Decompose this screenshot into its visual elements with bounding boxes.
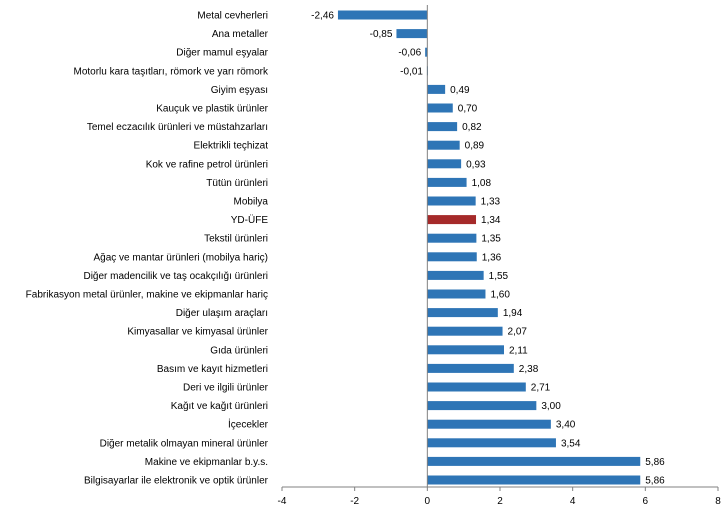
- category-label: Diğer madencilik ve taş ocakçılığı ürünl…: [83, 271, 268, 282]
- category-label: Kimyasallar ve kimyasal ürünler: [127, 327, 268, 338]
- value-label: -0,06: [398, 48, 421, 59]
- bar-0: [337, 10, 428, 20]
- value-label: 0,70: [458, 104, 478, 115]
- x-tick-label: 2: [497, 496, 503, 507]
- category-label: İçecekler: [228, 418, 269, 431]
- category-label: Motorlu kara taşıtları, römork ve yarı r…: [74, 66, 269, 77]
- category-label: Mobilya: [234, 197, 269, 208]
- x-tick-label: 8: [715, 496, 721, 507]
- category-label: Kauçuk ve plastik ürünler: [156, 104, 268, 115]
- x-tick-label: 4: [570, 496, 576, 507]
- bar-19: [427, 363, 514, 373]
- value-label: 0,82: [462, 122, 482, 133]
- value-label: 0,89: [465, 141, 485, 152]
- x-tick-label: 0: [425, 496, 431, 507]
- bar-21: [427, 401, 537, 411]
- bar-1: [396, 29, 428, 39]
- category-label: Makine ve ekipmanlar b.y.s.: [145, 457, 268, 468]
- value-label: 2,11: [509, 345, 528, 356]
- bars-group: [337, 10, 641, 485]
- x-tick-label: -2: [350, 496, 359, 507]
- category-label: Basım ve kayıt hizmetleri: [157, 364, 268, 375]
- value-label: 3,40: [556, 420, 576, 431]
- bar-12: [427, 233, 477, 243]
- value-label: 1,36: [482, 252, 502, 263]
- bar-2: [425, 47, 428, 57]
- value-label: 1,33: [481, 197, 501, 208]
- bar-6: [427, 122, 458, 132]
- category-label: Kağıt ve kağıt ürünleri: [171, 401, 268, 412]
- category-label: Deri ve ilgili ürünler: [183, 383, 269, 394]
- x-tick-label: 6: [643, 496, 649, 507]
- value-label: -2,46: [311, 11, 334, 22]
- value-label: 3,00: [541, 401, 561, 412]
- value-label: -0,85: [370, 29, 393, 40]
- bar-14: [427, 270, 484, 280]
- bar-13: [427, 252, 477, 262]
- value-label: 1,35: [481, 234, 501, 245]
- category-label: Kok ve rafine petrol ürünleri: [146, 159, 268, 170]
- value-label: 1,94: [503, 308, 523, 319]
- labels-group: Metal cevherleri -2,46 Ana metaller -0,85 Di…: [26, 11, 665, 487]
- value-label: 2,38: [519, 364, 539, 375]
- bar-5: [427, 103, 453, 113]
- category-label: Fabrikasyon metal ürünler, makine ve eki…: [26, 290, 268, 301]
- value-label: 0,49: [450, 85, 470, 96]
- value-label: 1,08: [472, 178, 492, 189]
- bar-23: [427, 438, 556, 448]
- axes-group: -4 -2 0 2 4 6 8: [278, 5, 721, 507]
- category-label: Gıda ürünleri: [210, 345, 268, 356]
- bar-7: [427, 140, 460, 150]
- bar-24: [427, 456, 641, 466]
- category-label: Giyim eşyası: [211, 85, 268, 96]
- category-label: Tekstil ürünleri: [204, 234, 268, 245]
- bar-17: [427, 326, 503, 336]
- bar-4: [427, 84, 446, 94]
- category-label: Diğer mamul eşyalar: [176, 48, 268, 59]
- category-label: Tütün ürünleri: [206, 178, 268, 189]
- x-tick-label: -4: [278, 496, 287, 507]
- value-label: 1,60: [490, 290, 510, 301]
- bar-11: [427, 215, 477, 225]
- category-label: Diğer ulaşım araçları: [176, 308, 268, 319]
- bar-25: [427, 475, 641, 485]
- bar-22: [427, 419, 551, 429]
- bar-20: [427, 382, 526, 392]
- category-label: YD-ÜFE: [231, 214, 269, 226]
- value-label: 3,54: [561, 438, 581, 449]
- category-label: Bilgisayarlar ile elektronik ve optik ür…: [84, 476, 269, 487]
- bar-9: [427, 177, 467, 187]
- category-label: Ana metaller: [212, 29, 269, 40]
- value-label: 1,55: [489, 271, 509, 282]
- value-label: 2,71: [531, 383, 551, 394]
- category-label: Diğer metalik olmayan mineral ürünler: [100, 438, 269, 449]
- bar-18: [427, 345, 504, 355]
- value-label: 5,86: [645, 476, 665, 487]
- value-label: 1,34: [481, 215, 501, 226]
- bar-8: [427, 159, 462, 169]
- category-label: Metal cevherleri: [197, 11, 268, 22]
- bar-16: [427, 308, 498, 318]
- bar-15: [427, 289, 486, 299]
- bar-10: [427, 196, 476, 206]
- value-label: 2,07: [508, 327, 528, 338]
- value-label: 0,93: [466, 159, 486, 170]
- category-label: Temel eczacılık ürünleri ve müstahzarlar…: [87, 122, 268, 133]
- value-label: 5,86: [645, 457, 665, 468]
- category-label: Ağaç ve mantar ürünleri (mobilya hariç): [93, 252, 268, 263]
- category-label: Elektrikli teçhizat: [194, 141, 269, 152]
- value-label: -0,01: [400, 66, 423, 77]
